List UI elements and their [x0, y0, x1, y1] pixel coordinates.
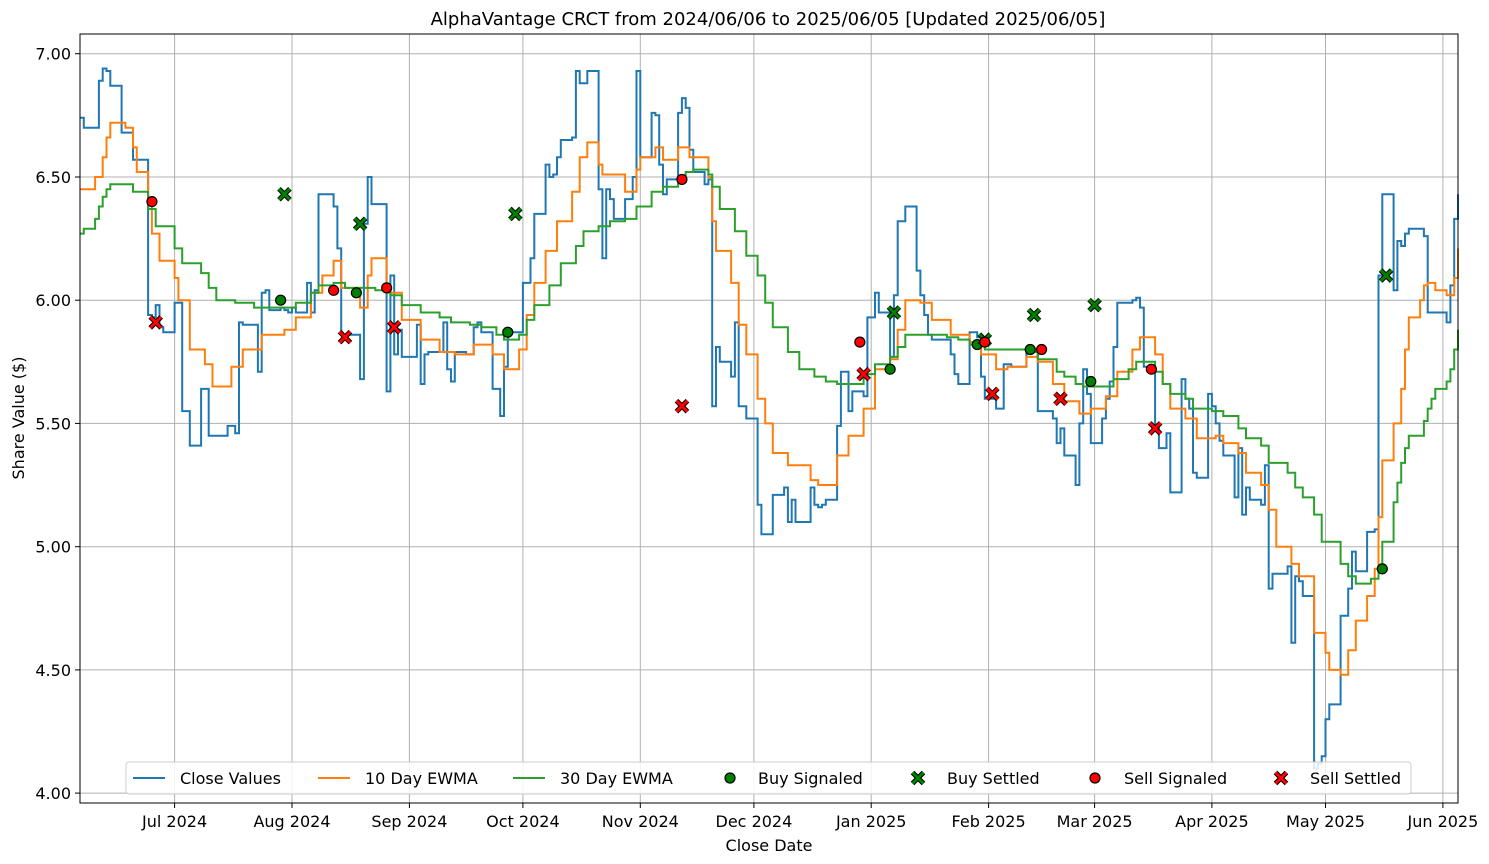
- marker-buy-settled: [277, 187, 291, 201]
- marker-buy-signaled: [884, 363, 896, 375]
- signal-markers: [146, 173, 1394, 575]
- x-axis-label: Close Date: [726, 836, 813, 855]
- marker-buy-settled: [508, 207, 522, 221]
- y-tick-label: 7.00: [35, 45, 71, 64]
- marker-sell-settled: [985, 387, 999, 401]
- legend-label: Buy Signaled: [758, 769, 863, 788]
- marker-sell-signaled: [1035, 343, 1048, 356]
- marker-buy-signaled: [502, 326, 514, 338]
- legend-swatch-dot: [724, 772, 736, 784]
- marker-buy-signaled: [350, 287, 362, 299]
- marker-sell-signaled: [328, 284, 340, 296]
- marker-buy-signaled: [1024, 343, 1036, 356]
- marker-buy-settled: [1379, 268, 1393, 283]
- x-tick-label: Aug 2024: [253, 812, 330, 831]
- marker-sell-settled: [1148, 421, 1162, 435]
- x-tick-label: Sep 2024: [371, 812, 447, 831]
- marker-sell-signaled: [381, 282, 393, 294]
- marker-sell-settled: [149, 315, 163, 329]
- x-tick-label: May 2025: [1286, 812, 1365, 831]
- legend-label: 10 Day EWMA: [365, 769, 478, 788]
- marker-sell-settled: [1053, 392, 1068, 406]
- marker-sell-settled: [857, 367, 871, 381]
- series-lines: [80, 67, 1459, 770]
- x-tick-label: Oct 2024: [486, 812, 559, 831]
- marker-buy-settled: [1027, 308, 1041, 322]
- legend-label: 30 Day EWMA: [560, 769, 673, 788]
- y-tick-label: 4.50: [35, 661, 71, 680]
- legend-label: Sell Signaled: [1124, 769, 1227, 788]
- series-line-ewma30: [80, 168, 1459, 585]
- series-line-close: [80, 67, 1459, 770]
- legend: Close Values 10 Day EWMA 30 Day EWMA Buy Si…: [125, 761, 1412, 795]
- legend-label: Buy Settled: [947, 769, 1040, 788]
- marker-sell-signaled: [676, 173, 688, 186]
- marker-buy-settled: [1088, 298, 1102, 312]
- legend-swatch-dot: [1089, 772, 1101, 784]
- x-tick-label: Apr 2025: [1175, 812, 1248, 831]
- plot-frame: [79, 33, 1459, 804]
- series-line-ewma10: [80, 121, 1459, 676]
- y-tick-label: 5.00: [35, 538, 71, 557]
- legend-label: Close Values: [180, 769, 281, 788]
- marker-sell-signaled: [1145, 363, 1157, 375]
- legend-swatch-cross: [911, 771, 925, 785]
- x-tick-label: Jun 2025: [1406, 812, 1478, 831]
- axis-ticks: Jul 2024 Aug 2024 Sep 2024 Oct 2024 Nov 2024…: [35, 45, 1478, 831]
- marker-sell-settled: [338, 330, 352, 344]
- y-tick-label: 6.00: [35, 291, 71, 310]
- marker-sell-signaled: [854, 336, 866, 348]
- chart-title: AlphaVantage CRCT from 2024/06/06 to 202…: [431, 9, 1106, 30]
- marker-buy-signaled: [1085, 375, 1097, 388]
- marker-buy-signaled: [1376, 563, 1388, 575]
- marker-sell-signaled: [979, 336, 991, 348]
- y-tick-label: 5.50: [35, 414, 71, 433]
- y-tick-label: 6.50: [35, 168, 71, 187]
- marker-sell-settled: [675, 399, 689, 413]
- marker-sell-settled: [387, 320, 401, 334]
- marker-sell-signaled: [146, 196, 158, 208]
- y-tick-label: 4.00: [35, 784, 71, 803]
- x-tick-label: Nov 2024: [602, 812, 679, 831]
- grid-lines: [80, 34, 1458, 803]
- x-tick-label: Feb 2025: [952, 812, 1026, 831]
- marker-buy-settled: [353, 217, 367, 231]
- x-tick-label: Jul 2024: [141, 812, 207, 831]
- legend-box: [125, 761, 1412, 795]
- y-axis-label: Share Value ($): [9, 357, 28, 480]
- x-tick-label: Dec 2024: [716, 812, 793, 831]
- legend-swatch-cross: [1274, 771, 1288, 785]
- marker-buy-signaled: [275, 294, 287, 306]
- x-tick-label: Jan 2025: [835, 812, 906, 831]
- legend-label: Sell Settled: [1310, 769, 1401, 788]
- x-tick-label: Mar 2025: [1057, 812, 1133, 831]
- marker-buy-settled: [887, 305, 901, 320]
